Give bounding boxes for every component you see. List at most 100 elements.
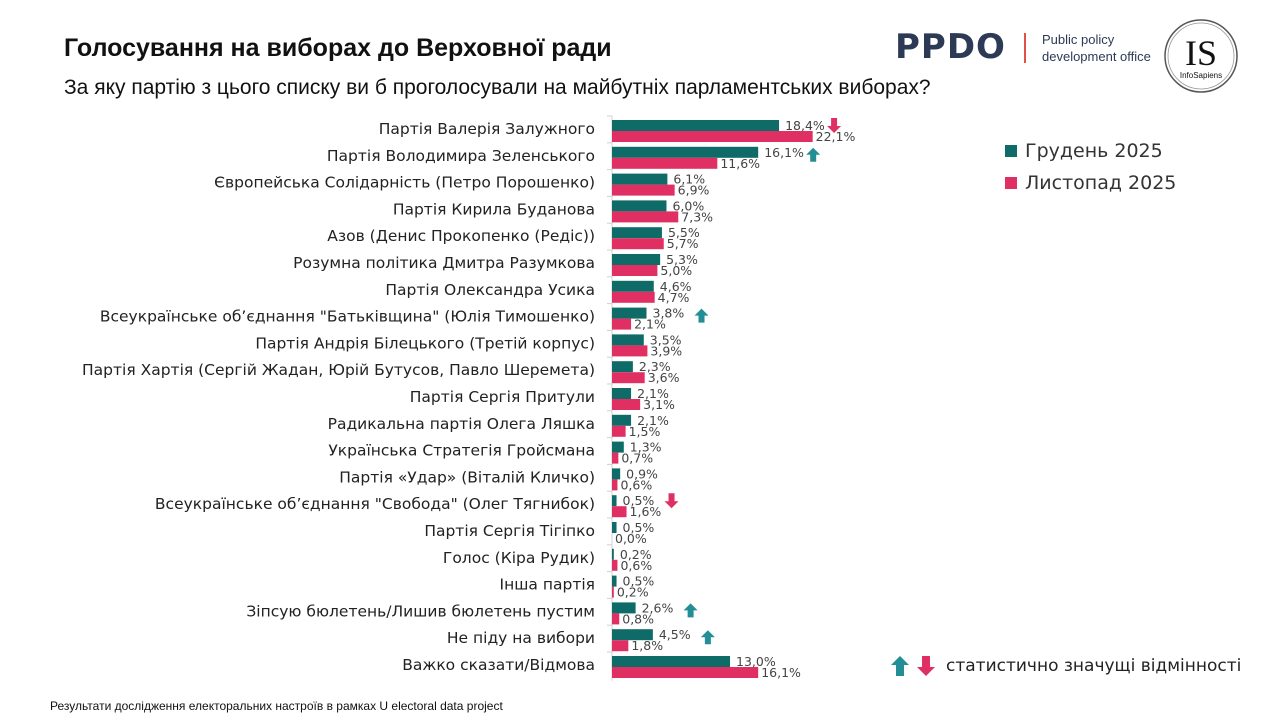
category-label: Партія Олександра Усика <box>385 281 595 299</box>
category-label: Азов (Денис Прокопенко (Редіс)) <box>327 227 595 245</box>
page-title: Голосування на виборах до Верховної ради <box>64 34 612 62</box>
bar-december <box>612 522 617 533</box>
value-label-november: 7,3% <box>681 209 713 224</box>
category-label: Європейська Солідарність (Петро Порошенк… <box>214 174 595 192</box>
bar-november <box>612 318 632 330</box>
arrow-down-icon <box>917 656 935 676</box>
value-label-december: 13,0% <box>736 654 776 669</box>
value-label-december: 4,6% <box>660 279 692 294</box>
legend-item-december: Грудень 2025 <box>1005 135 1176 167</box>
category-label: Всеукраїнське об’єднання "Свобода" (Олег… <box>155 495 595 513</box>
category-label: Українська Стратегія Гройсмана <box>328 442 595 460</box>
category-label: Партія Сергія Тігіпко <box>424 522 595 540</box>
footer-note: Результати дослідження електоральних нас… <box>50 699 503 713</box>
value-label-november: 22,1% <box>816 129 856 144</box>
bar-december <box>612 629 653 641</box>
value-label-november: 5,7% <box>667 236 699 251</box>
bar-december <box>612 227 662 239</box>
bar-december <box>612 361 633 373</box>
bar-november <box>612 372 645 384</box>
svg-text:IS: IS <box>1185 33 1217 73</box>
value-label-december: 6,0% <box>672 198 704 213</box>
bar-november <box>612 479 618 491</box>
bar-november <box>612 640 629 652</box>
value-label-december: 2,1% <box>637 413 669 428</box>
bar-november <box>612 291 655 303</box>
legend-item-november: Листопад 2025 <box>1005 167 1176 199</box>
value-label-november: 0,7% <box>621 451 653 466</box>
bar-november <box>612 345 648 357</box>
bar-november <box>612 131 813 142</box>
category-label: Партія Сергія Притули <box>410 388 595 406</box>
value-label-december: 0,5% <box>623 574 655 589</box>
category-label: Партія Хартія (Сергій Жадан, Юрій Бутусо… <box>82 361 595 379</box>
value-label-november: 2,1% <box>634 317 666 332</box>
chart-legend: Грудень 2025 Листопад 2025 <box>1005 135 1176 199</box>
significance-legend-label: статистично значущі відмінності <box>946 656 1242 676</box>
category-label: Партія Валерія Залужного <box>379 120 595 138</box>
significance-legend: статистично значущі відмінності <box>890 655 1241 677</box>
value-label-november: 1,5% <box>629 424 661 439</box>
category-label: Всеукраїнське об’єднання "Батьківщина" (… <box>100 308 595 326</box>
bar-november <box>612 157 718 169</box>
value-label-december: 2,3% <box>639 359 671 374</box>
bar-november <box>612 559 618 571</box>
svg-text:InfoSapiens: InfoSapiens <box>1180 71 1222 80</box>
value-label-december: 5,5% <box>668 225 700 240</box>
value-label-december: 6,1% <box>673 172 705 187</box>
logo-divider <box>1024 33 1026 63</box>
value-label-december: 4,5% <box>659 627 691 642</box>
value-label-december: 0,5% <box>623 520 655 535</box>
category-label: Партія Андрія Білецького (Третій корпус) <box>255 334 595 352</box>
category-label: Зіпсую бюлетень/Лишив бюлетень пустим <box>246 602 595 620</box>
bar-november <box>612 211 679 223</box>
arrow-up-icon <box>806 147 821 162</box>
value-label-november: 4,7% <box>658 290 690 305</box>
value-label-december: 3,5% <box>650 332 682 347</box>
category-label: Не піду на вибори <box>447 629 595 647</box>
value-label-november: 11,6% <box>720 156 760 171</box>
value-label-november: 6,9% <box>678 183 710 198</box>
bar-december <box>612 307 647 319</box>
bar-december <box>612 280 654 292</box>
value-label-november: 3,6% <box>648 370 680 385</box>
bar-november <box>612 586 614 598</box>
value-label-december: 5,3% <box>666 252 698 267</box>
bar-december <box>612 146 759 158</box>
bar-december <box>612 441 624 453</box>
arrow-up-icon <box>683 603 698 618</box>
arrow-up-icon <box>891 656 909 676</box>
bar-november <box>612 399 641 410</box>
category-label: Голос (Кіра Рудик) <box>443 549 595 567</box>
value-label-december: 18,4% <box>785 118 825 133</box>
bar-december <box>612 120 780 131</box>
category-label: Важко сказати/Відмова <box>402 656 595 674</box>
page-subtitle: За яку партію з цього списку ви б прогол… <box>64 76 931 99</box>
bar-december <box>612 173 668 185</box>
ppdo-subtitle: Public policy development office <box>1042 31 1151 65</box>
value-label-november: 1,6% <box>630 504 662 519</box>
category-label: Радикальна партія Олега Ляшка <box>328 415 595 433</box>
category-label: Партія Володимира Зеленського <box>327 147 595 165</box>
bar-december <box>612 548 614 560</box>
value-label-november: 0,6% <box>620 558 652 573</box>
bar-december <box>612 254 661 265</box>
bar-november <box>612 667 759 678</box>
value-label-december: 2,6% <box>642 600 674 615</box>
category-label: Партія «Удар» (Віталій Кличко) <box>339 468 595 486</box>
value-label-december: 16,1% <box>764 145 804 160</box>
arrow-up-icon <box>700 630 715 645</box>
value-label-december: 2,1% <box>637 386 669 401</box>
arrow-up-icon <box>694 308 709 323</box>
value-label-november: 0,2% <box>617 585 649 600</box>
bar-december <box>612 656 731 667</box>
bar-december <box>612 575 617 587</box>
bar-december <box>612 495 617 507</box>
legend-label-december: Грудень 2025 <box>1025 140 1163 162</box>
infosapiens-logo: IS InfoSapiens <box>1164 19 1238 93</box>
category-label: Партія Кирила Буданова <box>393 200 595 218</box>
value-label-november: 1,8% <box>631 638 663 653</box>
value-label-december: 0,2% <box>620 547 652 562</box>
bar-november <box>612 452 619 464</box>
